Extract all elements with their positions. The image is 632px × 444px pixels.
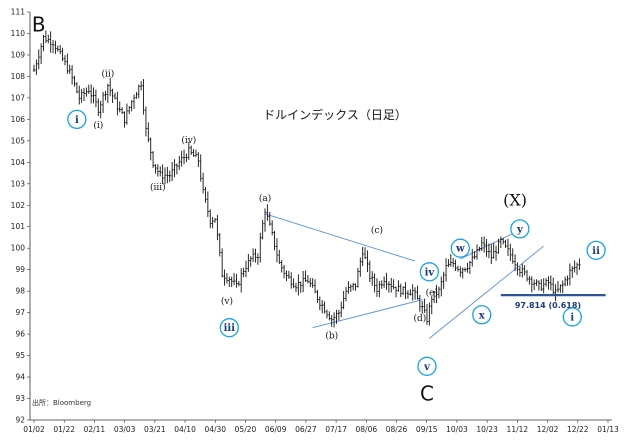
y-tick-label: 101 [11,222,26,231]
wave-circle [510,219,530,239]
x-tick-label: 09/15 [416,425,438,434]
wave-label: (iv) [181,135,196,146]
x-tick-label: 05/20 [235,425,257,434]
y-tick-label: 105 [11,136,26,145]
chart-source: 出所：Bloomberg [32,398,91,407]
wave-label-major: (X) [503,190,527,209]
wave-label-circled: x [479,310,486,321]
fib-support-label: 97.814 (0.618) [515,301,581,310]
wave-label: (i) [93,120,103,131]
x-tick-label: 01/13 [597,425,619,434]
y-tick-label: 111 [11,8,26,17]
wave-circle [419,262,440,282]
wave-label: (b) [325,330,338,341]
x-tick-label: 11/12 [507,425,529,434]
x-tick-label: 02/11 [84,425,106,434]
x-tick-label: 01/22 [53,425,75,434]
wave-label: (iii) [150,182,166,193]
x-tick-label: 10/03 [446,425,468,434]
x-tick-label: 03/03 [114,425,136,434]
y-tick-label: 100 [11,244,26,253]
wave-label-circled: iv [425,267,436,278]
x-tick-label: 03/21 [144,425,166,434]
wave-label: (ii) [101,68,114,79]
wave-circle [586,240,606,261]
trendline-triangle-lower [312,299,423,329]
x-tick-label: 08/26 [386,425,408,434]
x-tick-label: 04/30 [204,425,226,434]
wave-label-circled: iii [224,323,236,334]
y-tick-label: 95 [15,351,25,360]
y-tick-label: 106 [11,115,26,124]
y-tick-label: 110 [11,29,26,38]
y-tick-label: 103 [11,179,26,188]
wave-label-circled: w [455,244,465,255]
trendline-triangle-upper [264,213,416,262]
y-tick-label: 107 [11,93,26,102]
trendlines [264,213,544,339]
wave-circle [472,305,492,325]
wave-label: (a) [259,193,271,204]
wave-label-circled: i [75,115,79,126]
trendline-channel-lower [429,245,544,339]
y-tick-label: 93 [15,394,25,403]
y-tick-label: 99 [15,265,25,274]
x-tick-label: 12/22 [567,425,589,434]
wave-label: (c) [371,225,383,236]
y-tick-label: 104 [11,158,26,167]
support-line: 97.814 (0.618) [500,294,606,310]
wave-circle [219,318,239,338]
wave-labels: Bi(i)(ii)(iii)(iv)(v)iii(a)(b)(c)(d)(e)i… [32,12,606,406]
wave-label-major: B [32,12,46,36]
x-tick-label: 06/27 [295,425,317,434]
y-tick-label: 109 [11,50,26,59]
y-tick-label: 94 [15,373,25,382]
wave-circle [417,356,437,376]
x-tick-label: 12/02 [537,425,559,434]
x-tick-label: 10/23 [476,425,498,434]
wave-label-circled: v [423,362,431,373]
x-tick-label: 01/02 [23,425,45,434]
wave-circle [67,109,87,130]
wave-label-major: C [420,382,434,406]
y-tick-label: 96 [15,330,25,339]
chart-axes: 92 93 94 95 96 97 98 99 100 101 102 103 104 105 106 107… [11,8,619,435]
wave-label: (v) [221,296,233,307]
price-bars [32,30,581,328]
y-tick-label: 102 [11,201,26,210]
x-tick-label: 04/10 [174,425,196,434]
wave-label: (d) [413,313,426,324]
wave-circle [450,238,470,258]
y-tick-label: 92 [15,416,25,425]
wave-label-circled: y [516,224,524,235]
wave-label-circled: i [570,312,574,323]
wave-circle [562,307,582,327]
y-tick-label: 108 [11,72,26,81]
y-tick-label: 97 [15,308,25,317]
chart-title: ドルインデックス（日足） [263,107,407,122]
x-tick-label: 06/09 [265,425,287,434]
x-tick-label: 08/06 [356,425,378,434]
wave-label: (e) [426,287,438,298]
wave-label-circled: ii [592,246,600,257]
x-tick-label: 07/17 [325,425,347,434]
y-tick-label: 98 [15,287,25,296]
